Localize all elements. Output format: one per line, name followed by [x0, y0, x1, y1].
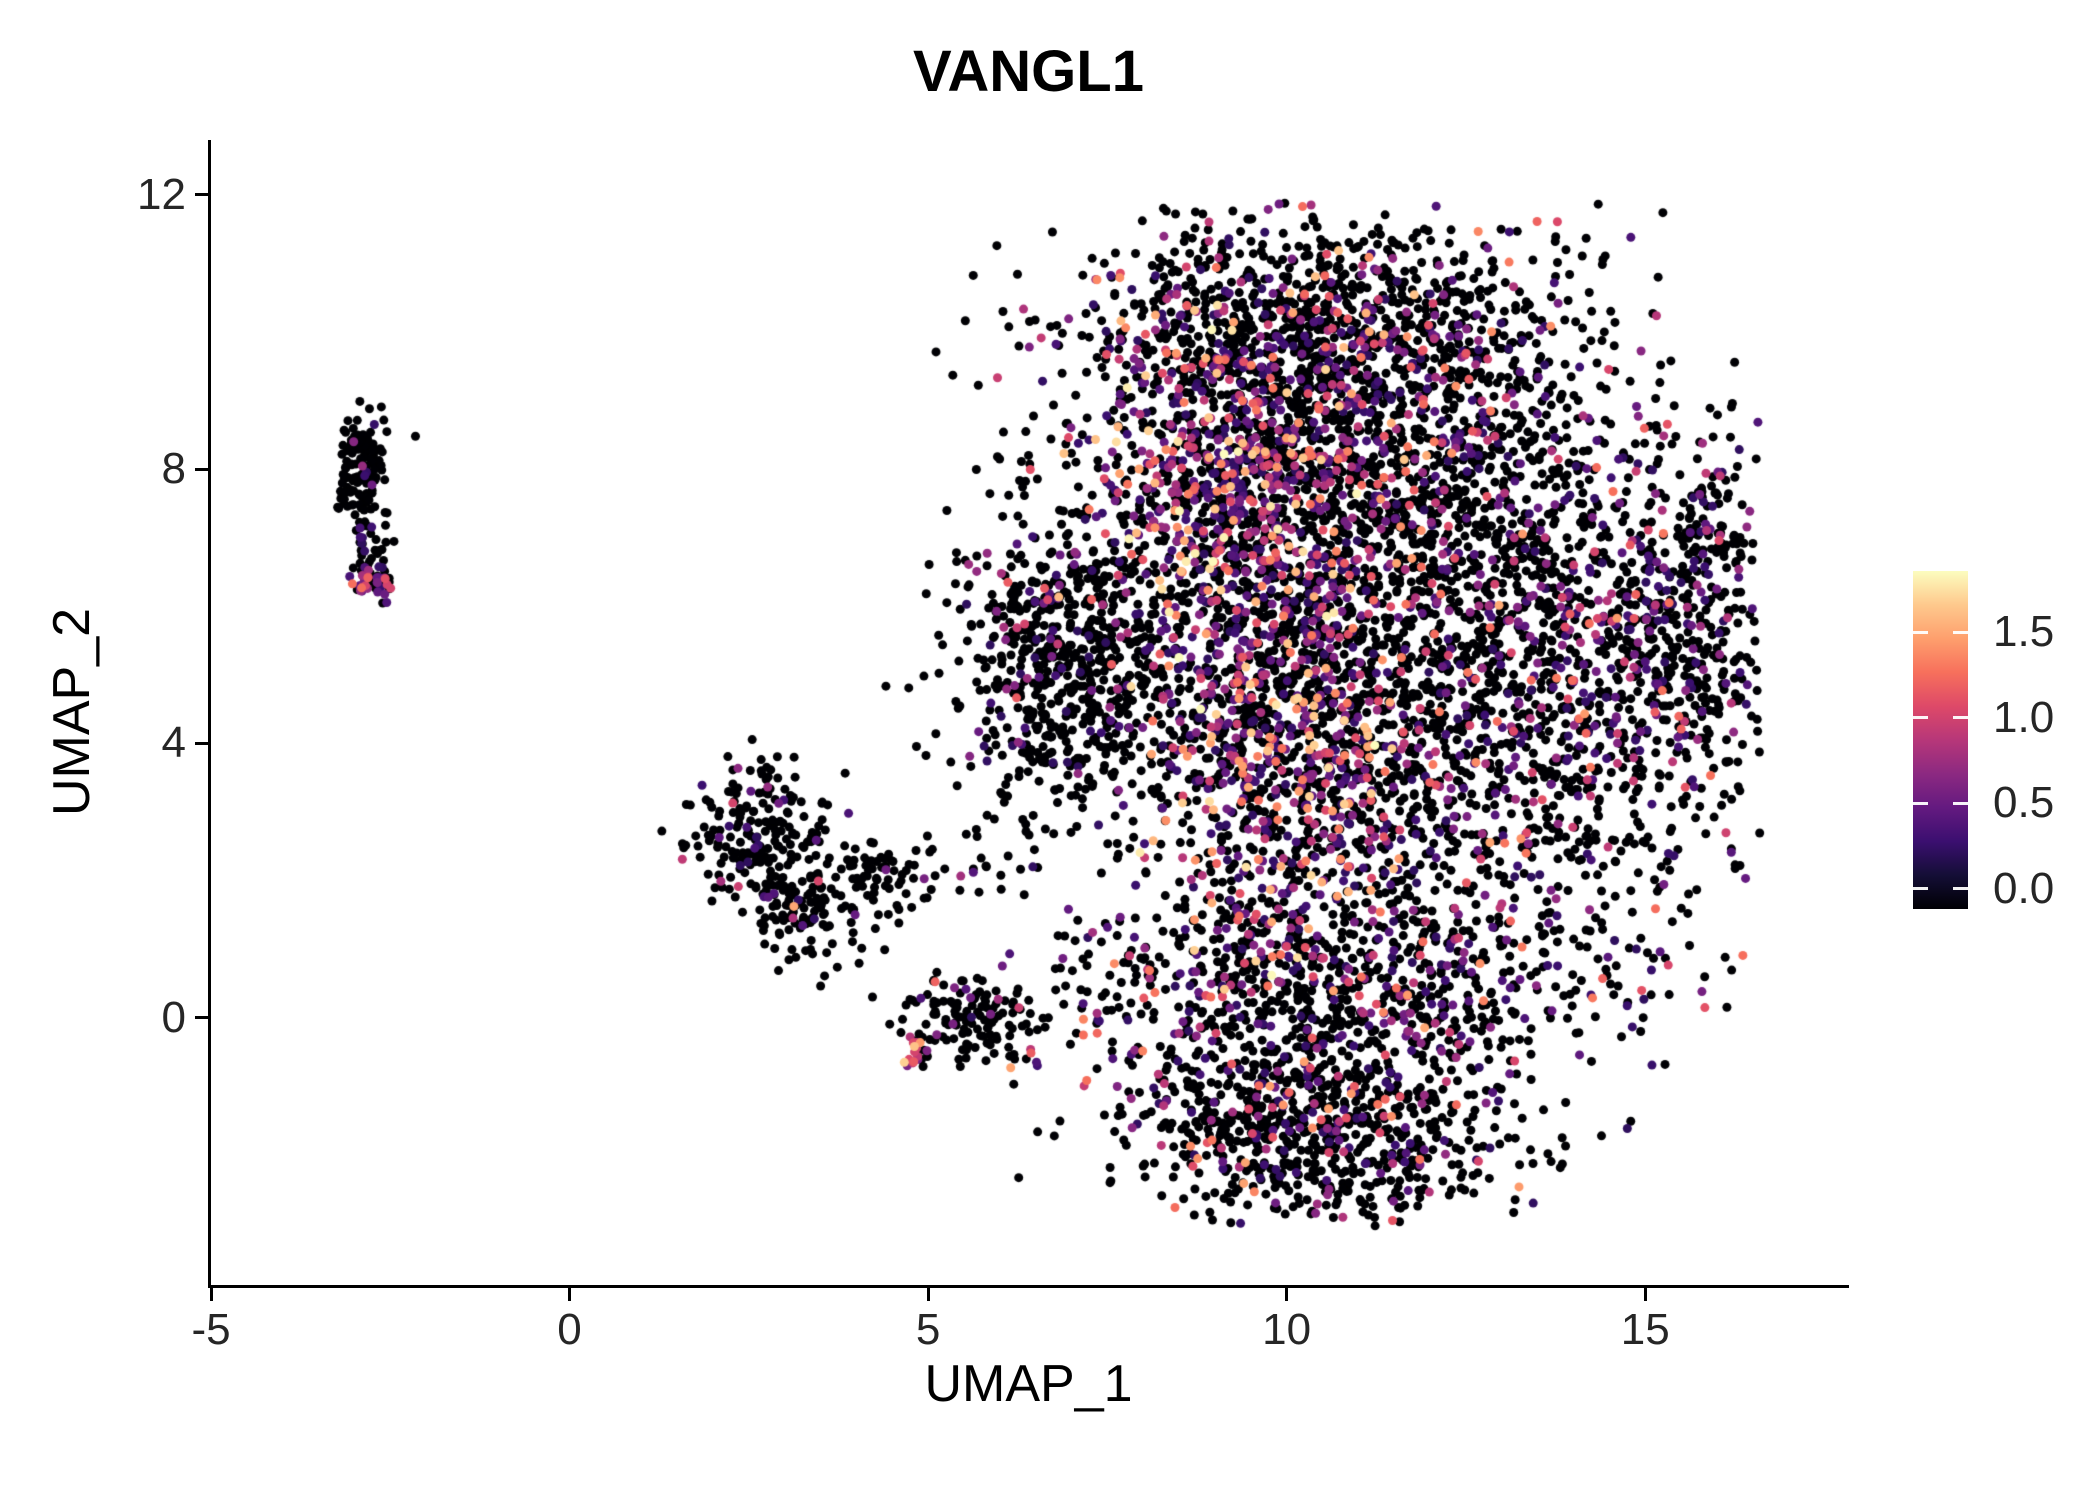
y-tick-label: 4	[161, 718, 186, 768]
y-tick-mark	[195, 193, 208, 197]
x-tick-label: 15	[1620, 1305, 1670, 1354]
colorbar-gradient	[1913, 571, 1968, 909]
y-tick-label: 0	[161, 992, 186, 1042]
colorbar-tick-mark	[1953, 887, 1968, 890]
x-tick-label: 10	[1262, 1305, 1312, 1354]
x-tick-mark	[1285, 1288, 1289, 1301]
plot-title: VANGL1	[913, 39, 1144, 104]
x-tick-mark	[926, 1288, 930, 1301]
x-tick-mark	[1643, 1288, 1647, 1301]
y-axis-label: UMAP_2	[43, 607, 101, 817]
y-tick-mark	[195, 741, 208, 745]
colorbar-tick-mark	[1913, 716, 1928, 720]
x-tick-label: 5	[915, 1305, 941, 1354]
x-tick-mark	[568, 1288, 572, 1301]
x-tick-mark	[209, 1288, 213, 1301]
legend-tick-label: 1.5	[1993, 607, 2055, 657]
y-tick-mark	[195, 467, 208, 471]
legend-tick-label: 0.0	[1993, 863, 2055, 913]
colorbar-tick-mark	[1953, 716, 1968, 720]
colorbar-tick-mark	[1953, 630, 1968, 634]
x-tick-label: -5	[191, 1305, 231, 1354]
colorbar-tick-mark	[1913, 887, 1928, 890]
x-tick-label: 0	[557, 1305, 582, 1354]
x-axis-line	[208, 1285, 1849, 1288]
y-tick-label: 8	[161, 444, 186, 494]
colorbar-legend	[1913, 571, 1968, 909]
legend-tick-label: 1.0	[1993, 692, 2055, 742]
colorbar-tick-mark	[1953, 801, 1968, 805]
legend-tick-label: 0.5	[1993, 778, 2055, 828]
y-axis-line	[208, 140, 211, 1288]
y-tick-label: 12	[137, 169, 186, 219]
x-axis-label: UMAP_1	[924, 1355, 1133, 1413]
y-tick-mark	[195, 1016, 208, 1020]
colorbar-tick-mark	[1913, 630, 1928, 634]
colorbar-tick-mark	[1913, 801, 1928, 805]
